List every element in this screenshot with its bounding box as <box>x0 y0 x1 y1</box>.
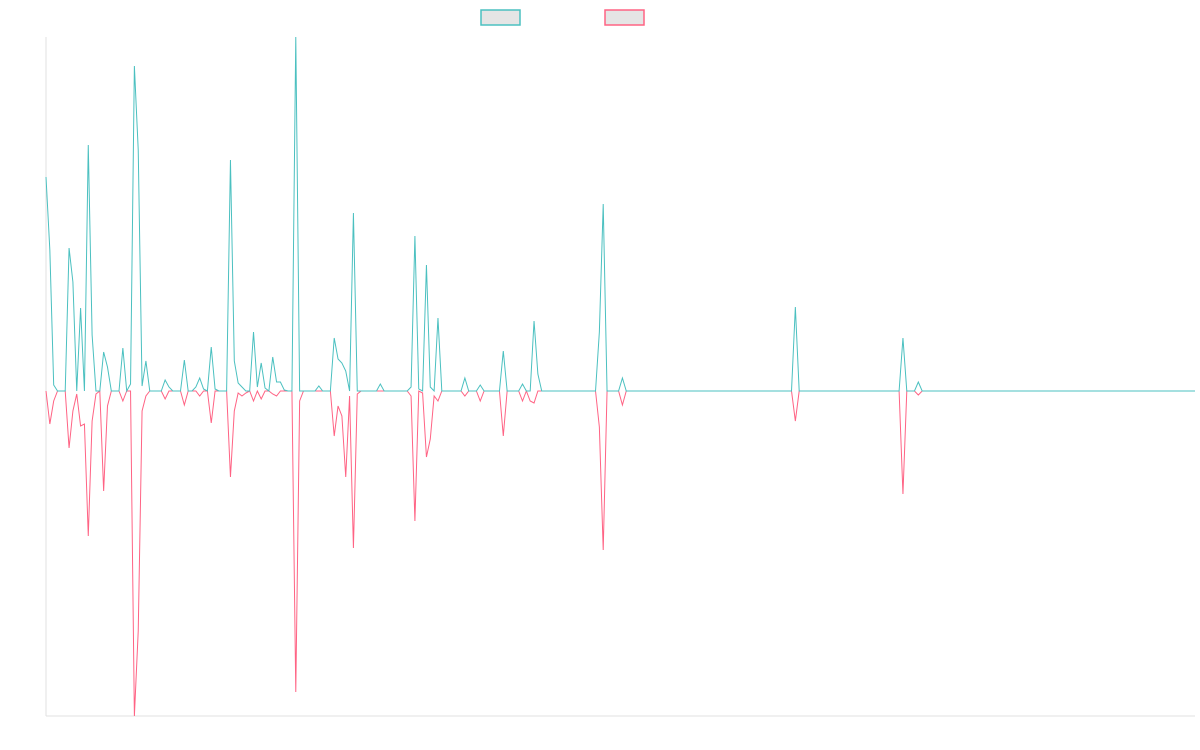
legend-swatch-1[interactable] <box>604 9 645 26</box>
legend <box>480 9 645 26</box>
series-line-1 <box>45 389 1195 717</box>
legend-swatch-0[interactable] <box>480 9 521 26</box>
series-line-0 <box>45 36 1195 393</box>
series-layer <box>45 36 1195 717</box>
